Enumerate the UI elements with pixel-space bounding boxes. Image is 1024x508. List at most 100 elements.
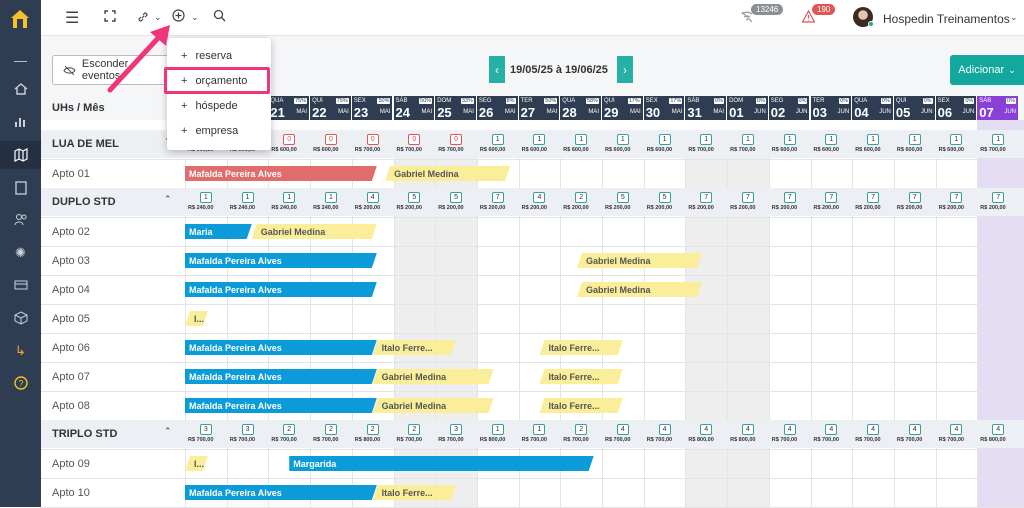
reservation-bar[interactable]: Italo Ferre...: [539, 340, 622, 355]
reservation-bar[interactable]: Italo Ferre...: [539, 398, 622, 413]
hamburger-menu-icon[interactable]: ☰: [65, 10, 80, 27]
room-name[interactable]: Apto 03: [52, 255, 90, 267]
date-header[interactable]: SÁB 0% 07 JUN: [977, 96, 1019, 120]
prev-period-button[interactable]: ‹: [489, 56, 505, 83]
users-icon[interactable]: [12, 210, 29, 227]
user-name[interactable]: Hospedin Treinamentos: [883, 12, 1010, 26]
collapse-caret-icon[interactable]: ⌃: [164, 426, 172, 436]
room-name[interactable]: Apto 07: [52, 371, 90, 383]
date-header[interactable]: QUI 17% 29 MAI: [602, 96, 644, 120]
reservation-bar[interactable]: I...: [185, 456, 208, 471]
reservation-bar[interactable]: Gabriel Medina: [385, 166, 510, 181]
date-header[interactable]: QUI 75% 22 MAI: [310, 96, 352, 120]
date-header[interactable]: SEX 17% 30 MAI: [643, 96, 686, 120]
link-icon[interactable]: [137, 10, 149, 26]
date-header[interactable]: TER 50% 27 MAI: [518, 96, 561, 120]
home-icon[interactable]: [12, 80, 29, 97]
fullscreen-icon[interactable]: [104, 9, 116, 25]
date-header[interactable]: QUA 75% 21 MAI: [268, 96, 311, 120]
rate-price: R$ 700,00: [229, 437, 256, 443]
map-icon[interactable]: [12, 146, 29, 163]
availability-count: 4: [783, 424, 796, 435]
column-divider: [393, 130, 395, 507]
availability-count: 1: [867, 134, 880, 145]
weekday-label: SEG: [478, 98, 492, 104]
room-name[interactable]: Apto 05: [52, 313, 90, 325]
reservation-bar[interactable]: Gabriel Medina: [252, 224, 377, 239]
availability-count: 4: [616, 424, 629, 435]
row-divider: [41, 362, 1024, 363]
month-label: MAI: [463, 109, 474, 115]
date-header[interactable]: DOM 33% 25 MAI: [435, 96, 477, 120]
date-header[interactable]: QUA 58% 28 MAI: [560, 96, 602, 120]
date-header[interactable]: QUA 0% 04 JUN: [852, 96, 894, 120]
reservation-bar[interactable]: Mafalda Pereira Alves: [185, 369, 377, 384]
sun-icon[interactable]: ✺: [15, 244, 26, 260]
reservation-bar[interactable]: I...: [185, 311, 208, 326]
add-button[interactable]: Adicionar ⌄: [950, 55, 1024, 85]
room-name[interactable]: Apto 06: [52, 342, 90, 354]
room-name[interactable]: Apto 04: [52, 284, 90, 296]
book-icon[interactable]: [12, 179, 29, 196]
availability-count: 7: [825, 192, 838, 203]
column-divider: [977, 130, 979, 507]
column-divider: [852, 130, 854, 507]
date-header[interactable]: SEG 0% 02 JUN: [768, 96, 811, 120]
room-name[interactable]: Apto 02: [52, 226, 90, 238]
reservation-bar[interactable]: Italo Ferre...: [539, 369, 622, 384]
search-icon[interactable]: [213, 9, 226, 25]
card-icon[interactable]: [12, 276, 29, 293]
exit-arrow-icon[interactable]: ↳: [15, 342, 26, 358]
reservation-bar[interactable]: Italo Ferre...: [373, 485, 456, 500]
logo-icon[interactable]: [9, 8, 31, 30]
date-header[interactable]: SEX 0% 06 JUN: [935, 96, 978, 120]
rate-price: R$ 240,00: [271, 205, 297, 211]
reservation-bar[interactable]: Gabriel Medina: [577, 253, 702, 268]
reservation-bar[interactable]: Gabriel Medina: [373, 398, 494, 413]
rate-price: R$ 600,00: [605, 147, 631, 153]
date-header[interactable]: DOM 0% 01 JUN: [727, 96, 769, 120]
date-header[interactable]: QUI 0% 05 JUN: [893, 96, 936, 120]
menu-item-orcamento[interactable]: + orçamento: [181, 75, 247, 87]
chart-icon[interactable]: [12, 113, 29, 130]
room-name[interactable]: Apto 09: [52, 458, 90, 470]
date-header[interactable]: SÁB 50% 24 MAI: [393, 96, 436, 120]
date-header[interactable]: TER 0% 03 JUN: [810, 96, 853, 120]
collapse-icon[interactable]: —: [14, 53, 27, 68]
reservation-bar[interactable]: Mafalda Pereira Alves: [185, 398, 377, 413]
date-header[interactable]: SEX 50% 23 MAI: [351, 96, 394, 120]
day-number: 28: [562, 105, 577, 120]
room-name[interactable]: Apto 01: [52, 168, 90, 180]
date-header[interactable]: SEG 8% 26 MAI: [476, 96, 519, 120]
box-icon[interactable]: [12, 309, 29, 326]
reservation-bar[interactable]: Gabriel Medina: [577, 282, 702, 297]
no-signal-icon[interactable]: [740, 10, 754, 27]
reservation-bar[interactable]: Mafalda Pereira Alves: [185, 282, 377, 297]
help-icon[interactable]: ?: [12, 374, 29, 391]
chevron-down-icon[interactable]: ⌄: [154, 12, 162, 22]
reservation-bar[interactable]: Italo Ferre...: [373, 340, 456, 355]
menu-item-reserva[interactable]: + reserva: [181, 50, 232, 62]
room-name[interactable]: Apto 08: [52, 400, 90, 412]
hide-events-button[interactable]: Esconder eventos: [52, 55, 170, 85]
month-label: JUN: [837, 109, 850, 115]
add-circle-icon[interactable]: [172, 9, 185, 25]
reservation-bar[interactable]: Mafalda Pereira Alves: [185, 166, 377, 181]
reservation-bar[interactable]: Gabriel Medina: [373, 369, 494, 384]
reservation-bar[interactable]: Mafalda Pereira Alves: [185, 340, 377, 355]
chevron-down-icon[interactable]: ⌄: [191, 12, 199, 22]
weekend-column: [435, 130, 477, 507]
reservation-bar[interactable]: Mafalda Pereira Alves: [185, 253, 377, 268]
reservation-bar[interactable]: Margarida: [289, 456, 593, 471]
room-name[interactable]: Apto 10: [52, 487, 90, 499]
user-chevron-down-icon[interactable]: ⌄: [1010, 12, 1018, 22]
reservation-bar[interactable]: Maria: [185, 224, 252, 239]
menu-item-empresa[interactable]: + empresa: [181, 125, 238, 137]
collapse-caret-icon[interactable]: ⌃: [164, 194, 172, 204]
menu-item-hospede[interactable]: + hóspede: [181, 100, 238, 112]
warning-icon[interactable]: [801, 9, 816, 26]
next-period-button[interactable]: ›: [617, 56, 633, 83]
rate-price: R$ 800,00: [479, 437, 506, 443]
reservation-bar[interactable]: Mafalda Pereira Alves: [185, 485, 377, 500]
date-header[interactable]: SÁB 0% 31 MAI: [685, 96, 728, 120]
